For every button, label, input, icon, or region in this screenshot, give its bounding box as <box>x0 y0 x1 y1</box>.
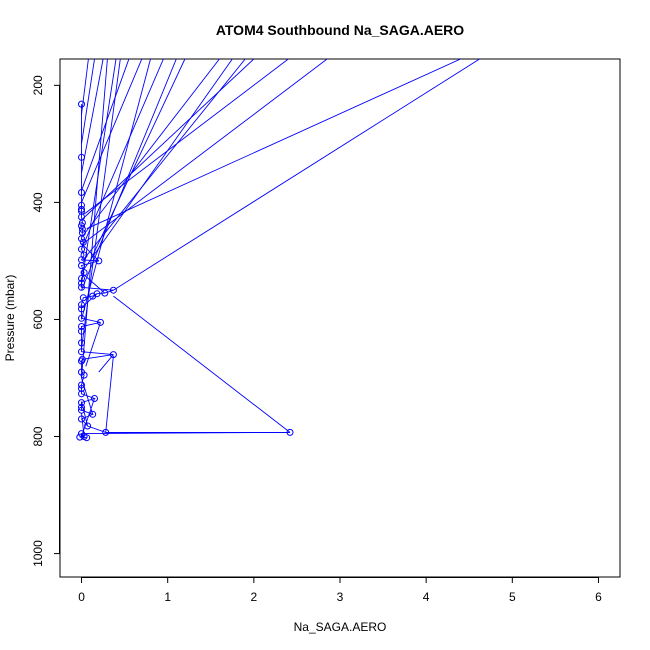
data-point-33 <box>78 399 85 407</box>
series-line-25 <box>81 272 106 294</box>
series-line-1 <box>86 59 461 230</box>
series-line-9 <box>81 59 177 291</box>
y-axis: 200 400 600 800 1000 <box>31 75 60 567</box>
data-point-35 <box>78 406 85 414</box>
series-line-8 <box>89 59 186 262</box>
data-point-52 <box>78 327 85 335</box>
series-core-path <box>79 104 291 439</box>
x-axis-label: Na_SAGA.AERO <box>294 620 387 634</box>
chart-title: ATOM4 Southbound Na_SAGA.AERO <box>216 22 464 38</box>
data-point-45 <box>78 205 85 213</box>
series-line-2 <box>83 59 328 244</box>
data-point-26 <box>109 351 117 359</box>
y-tick-label-4: 1000 <box>31 540 45 567</box>
data-point-9 <box>78 245 85 253</box>
series-line-31 <box>81 413 85 437</box>
y-tick-label-1: 400 <box>31 192 45 212</box>
series-line-12 <box>81 59 151 320</box>
data-point-1 <box>78 153 85 161</box>
series-line-19 <box>81 59 89 115</box>
data-point-22 <box>78 314 85 322</box>
data-point-39 <box>102 428 110 436</box>
data-point-0 <box>78 100 85 108</box>
series-line-22 <box>98 354 114 373</box>
series-line-5 <box>81 59 255 221</box>
x-tick-label-3: 3 <box>337 590 344 604</box>
data-point-50 <box>78 275 85 282</box>
data-point-21 <box>78 305 85 313</box>
data-point-44 <box>76 433 84 441</box>
data-point-36 <box>89 410 97 418</box>
series-line-16 <box>81 59 117 285</box>
x-tick-label-4: 4 <box>423 590 430 604</box>
data-point-5 <box>78 222 85 230</box>
data-point-43 <box>83 434 91 442</box>
series-line-17 <box>81 59 104 174</box>
data-point-32 <box>91 395 98 402</box>
data-point-31 <box>78 390 85 398</box>
series-lines <box>79 59 480 439</box>
data-point-34 <box>78 403 85 411</box>
data-point-2 <box>78 189 85 196</box>
data-point-49 <box>78 256 85 264</box>
data-point-38 <box>84 422 92 430</box>
data-point-16 <box>109 286 117 294</box>
data-point-28 <box>78 357 85 365</box>
series-line-11 <box>81 59 130 191</box>
data-point-11 <box>95 257 103 265</box>
series-line-29 <box>81 243 100 262</box>
series-line-7 <box>81 59 220 238</box>
series-line-18 <box>81 59 95 144</box>
data-point-14 <box>78 279 85 287</box>
data-point-47 <box>78 219 86 227</box>
data-point-20 <box>79 294 87 302</box>
series-points <box>76 100 294 442</box>
data-point-17 <box>101 289 109 297</box>
data-point-8 <box>79 238 87 246</box>
series-line-4 <box>81 59 233 273</box>
data-point-15 <box>78 283 85 291</box>
data-point-37 <box>78 415 85 423</box>
data-point-40 <box>286 428 294 436</box>
series-line-26 <box>85 322 101 367</box>
x-tick-label-5: 5 <box>509 590 516 604</box>
data-point-13 <box>80 269 88 277</box>
x-tick-label-2: 2 <box>251 590 258 604</box>
series-line-6 <box>83 59 289 215</box>
data-point-54 <box>78 368 85 376</box>
data-point-19 <box>89 292 97 300</box>
x-tick-label-1: 1 <box>164 590 171 604</box>
series-line-15 <box>81 59 164 250</box>
x-tick-label-0: 0 <box>78 590 85 604</box>
data-point-30 <box>78 381 85 389</box>
data-point-48 <box>78 235 85 243</box>
y-tick-label-3: 800 <box>31 426 45 446</box>
x-axis: 0 1 2 3 4 5 6 <box>78 577 602 604</box>
series-line-10 <box>81 59 143 203</box>
data-point-51 <box>78 301 85 309</box>
data-point-24 <box>78 323 85 330</box>
y-tick-label-0: 200 <box>31 75 45 95</box>
data-point-25 <box>78 339 85 347</box>
data-point-53 <box>78 348 85 356</box>
x-tick-label-6: 6 <box>595 590 602 604</box>
y-axis-label: Pressure (mbar) <box>3 275 17 362</box>
series-line-0 <box>113 59 480 291</box>
y-tick-label-2: 600 <box>31 309 45 329</box>
series-line-23 <box>105 355 114 433</box>
data-point-23 <box>97 318 104 326</box>
series-line-20 <box>113 295 291 433</box>
data-point-55 <box>78 385 85 392</box>
